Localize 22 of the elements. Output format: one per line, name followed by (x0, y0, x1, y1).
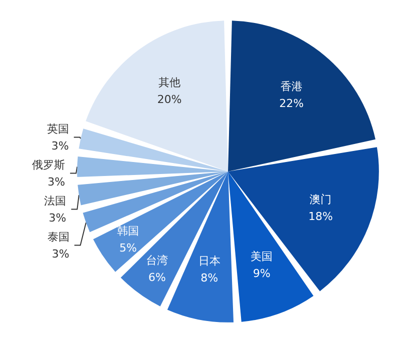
slice-label: 其他 (158, 76, 180, 89)
data-label: 18% (308, 210, 333, 224)
slice-label: 英国 (46, 122, 69, 136)
slice-label: 韩国 (117, 224, 140, 238)
data-label: 3% (48, 175, 66, 188)
data-label: 3% (48, 211, 66, 224)
data-label: 3% (51, 139, 69, 152)
slice-label: 俄罗斯 (32, 158, 66, 172)
data-label: 20% (157, 92, 182, 106)
data-label: 9% (253, 267, 270, 280)
slice-label: 台湾 (146, 254, 168, 268)
slice-label: 香港 (280, 80, 302, 93)
data-label: 6% (148, 271, 166, 284)
slice-label: 澳门 (310, 193, 332, 206)
slice-label: 法国 (44, 194, 66, 208)
slice-label: 美国 (250, 250, 273, 264)
slice-label: 泰国 (47, 230, 70, 244)
data-label: 8% (200, 271, 218, 284)
slice-label: 日本 (198, 254, 220, 268)
data-label: 5% (119, 241, 137, 254)
data-label: 3% (52, 247, 70, 260)
data-label: 22% (279, 96, 304, 110)
